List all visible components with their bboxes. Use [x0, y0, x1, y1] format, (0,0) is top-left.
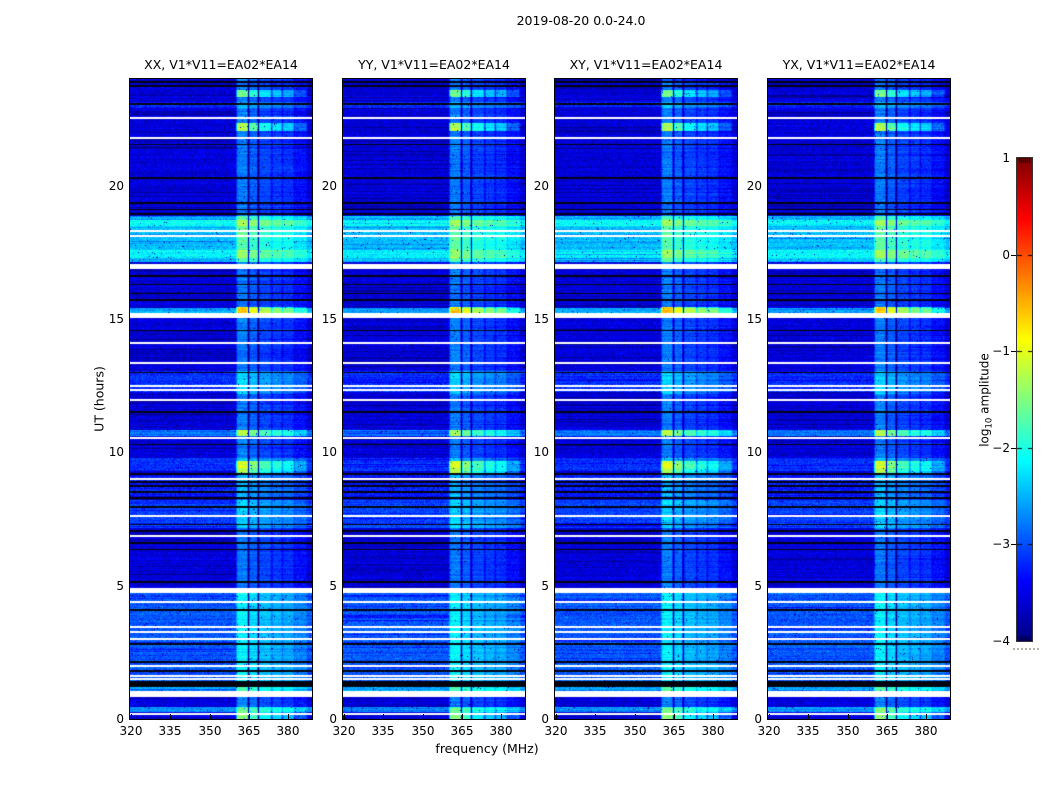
x-tick-mark — [501, 714, 502, 719]
x-tick-mark — [713, 714, 714, 719]
panel-xy-title: XY, V1*V11=EA02*EA14 — [569, 57, 723, 72]
y-tick-label: 15 — [746, 312, 762, 326]
x-tick-label: 335 — [371, 724, 395, 738]
x-tick-mark — [423, 714, 424, 719]
colorbar-axis-label: log10 amplitude — [977, 353, 994, 447]
colorbar-tick-mark — [1011, 544, 1016, 545]
panel-xx-title: XX, V1*V11=EA02*EA14 — [144, 57, 298, 72]
colorbar-tick-label: −4 — [992, 634, 1010, 648]
panel-yx: YX, V1*V11=EA02*EA14 0 5 10 15 20 320 33… — [747, 57, 951, 737]
y-tick-label: 15 — [321, 312, 337, 326]
x-tick-label: 380 — [701, 724, 725, 738]
x-tick-label: 365 — [875, 724, 899, 738]
x-tick-mark — [635, 714, 636, 719]
colorbar: 1 0 −1 −2 −3 −4 — [992, 152, 1033, 647]
x-tick-mark — [595, 714, 596, 719]
x-tick-label: 320 — [757, 724, 781, 738]
y-tick-label: 5 — [329, 579, 337, 593]
y-tick-label: 0 — [541, 712, 549, 726]
x-tick-label: 365 — [450, 724, 474, 738]
plot-frame — [554, 78, 738, 720]
spectrogram-canvas-yy — [343, 79, 525, 719]
y-tick-label: 5 — [541, 579, 549, 593]
x-tick-label: 350 — [198, 724, 222, 738]
x-tick-label: 380 — [914, 724, 938, 738]
x-tick-mark — [344, 714, 345, 719]
colorbar-tick-mark — [1011, 448, 1016, 449]
y-tick-label: 10 — [533, 445, 549, 459]
colorbar-tick-label: 1 — [1002, 151, 1010, 165]
x-tick-label: 365 — [662, 724, 686, 738]
x-tick-label: 335 — [796, 724, 820, 738]
x-tick-mark — [769, 714, 770, 719]
x-tick-label: 350 — [623, 724, 647, 738]
x-tick-label: 365 — [237, 724, 261, 738]
x-tick-mark — [848, 714, 849, 719]
colorbar-tick-label: −3 — [992, 537, 1010, 551]
x-tick-mark — [170, 714, 171, 719]
x-tick-mark — [288, 714, 289, 719]
colorbar-tick-label: −1 — [992, 344, 1010, 358]
x-tick-label: 380 — [276, 724, 300, 738]
panel-yy-title: YY, V1*V11=EA02*EA14 — [358, 57, 510, 72]
x-tick-mark — [808, 714, 809, 719]
x-axis-label: frequency (MHz) — [435, 741, 539, 756]
figure-title: 2019-08-20 0.0-24.0 — [516, 13, 646, 28]
y-tick-label: 15 — [108, 312, 124, 326]
y-tick-label: 5 — [116, 579, 124, 593]
y-tick-label: 10 — [108, 445, 124, 459]
colorbar-label-prefix: log — [977, 428, 992, 447]
y-tick-label: 0 — [116, 712, 124, 726]
plot-frame — [129, 78, 313, 720]
panel-xx: XX, V1*V11=EA02*EA14 0 5 10 15 20 320 33… — [109, 57, 313, 737]
panel-yx-title: YX, V1*V11=EA02*EA14 — [782, 57, 936, 72]
spectrogram-canvas-xx — [130, 79, 312, 719]
y-tick-label: 5 — [754, 579, 762, 593]
panel-xy: XY, V1*V11=EA02*EA14 0 5 10 15 20 320 33… — [534, 57, 738, 737]
y-tick-label: 20 — [108, 179, 124, 193]
x-tick-label: 320 — [332, 724, 356, 738]
x-tick-mark — [383, 714, 384, 719]
x-tick-label: 320 — [544, 724, 568, 738]
x-tick-mark — [674, 714, 675, 719]
colorbar-canvas — [1017, 158, 1032, 641]
x-tick-mark — [926, 714, 927, 719]
spectrogram-canvas-xy — [555, 79, 737, 719]
colorbar-tick-mark — [1011, 255, 1016, 256]
x-tick-label: 320 — [119, 724, 143, 738]
x-tick-mark — [131, 714, 132, 719]
spectrogram-canvas-yx — [768, 79, 950, 719]
y-tick-label: 0 — [754, 712, 762, 726]
x-tick-label: 335 — [583, 724, 607, 738]
x-tick-label: 380 — [489, 724, 513, 738]
plot-frame — [767, 78, 951, 720]
y-tick-label: 15 — [533, 312, 549, 326]
y-tick-label: 20 — [533, 179, 549, 193]
x-tick-label: 335 — [158, 724, 182, 738]
x-tick-label: 350 — [411, 724, 435, 738]
colorbar-frame — [1016, 157, 1033, 642]
x-tick-mark — [887, 714, 888, 719]
colorbar-label-suffix: amplitude — [977, 353, 992, 418]
y-tick-label: 20 — [321, 179, 337, 193]
colorbar-tick-mark — [1011, 351, 1016, 352]
panel-yy: YY, V1*V11=EA02*EA14 0 5 10 15 20 320 33… — [322, 57, 526, 737]
x-tick-label: 350 — [836, 724, 860, 738]
colorbar-tick-label: 0 — [1002, 248, 1010, 262]
y-tick-label: 20 — [746, 179, 762, 193]
x-tick-mark — [210, 714, 211, 719]
x-tick-mark — [249, 714, 250, 719]
y-axis-label: UT (hours) — [91, 366, 107, 432]
x-tick-mark — [462, 714, 463, 719]
colorbar-dotted-edge — [1013, 648, 1039, 650]
colorbar-tick-label: −2 — [992, 441, 1010, 455]
colorbar-label-subscript: 10 — [984, 417, 995, 429]
y-tick-label: 0 — [329, 712, 337, 726]
y-tick-label: 10 — [746, 445, 762, 459]
plot-frame — [342, 78, 526, 720]
y-tick-label: 10 — [321, 445, 337, 459]
x-tick-mark — [556, 714, 557, 719]
